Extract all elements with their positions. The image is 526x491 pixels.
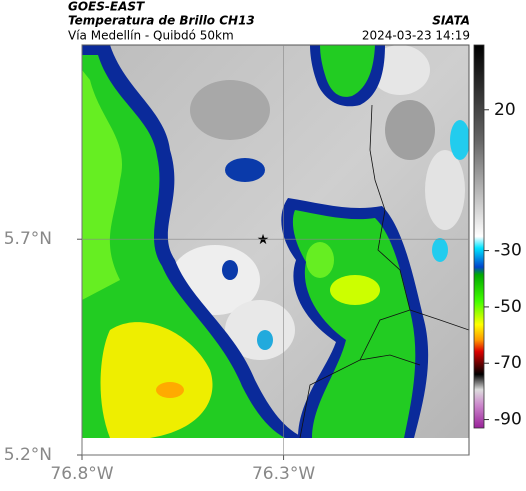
station-marker: ★ (257, 232, 270, 248)
colorbar-tick-label: -90 (494, 410, 522, 430)
satellite-image (82, 45, 469, 438)
colorbar-tick-label: -50 (494, 297, 522, 317)
source: SIATA (432, 14, 470, 28)
satellite: GOES-EAST (68, 0, 145, 14)
colorbar-tick-label: -70 (494, 353, 522, 373)
ticks: 76.8°W 76.3°W 5.2°N 5.7°N 20 -30 -50 -70 -90 (4, 45, 522, 484)
y-tick-label: 5.2°N (4, 445, 52, 465)
route: Vía Medellín - Quibdó 50km (68, 29, 234, 43)
colorbar-tick-label: 20 (494, 100, 516, 120)
y-tick-label: 5.7°N (4, 229, 52, 249)
product: Temperatura de Brillo CH13 (68, 14, 255, 28)
timestamp: 2024-03-23 14:19 (362, 29, 470, 43)
x-tick-label: 76.3°W (252, 464, 315, 484)
x-tick-label: 76.8°W (50, 464, 113, 484)
colorbar-tick-label: -30 (494, 241, 522, 261)
colorbar (473, 44, 485, 429)
